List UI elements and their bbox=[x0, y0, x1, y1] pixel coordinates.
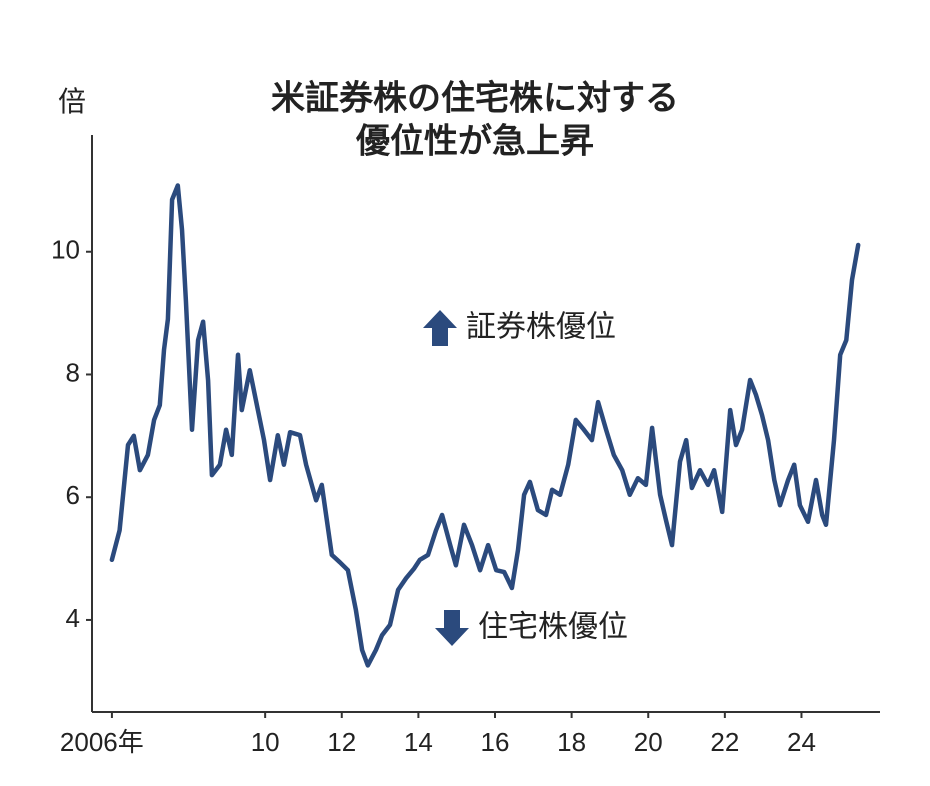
y-tick-label: 10 bbox=[51, 235, 80, 265]
annotation: 住宅株優位 bbox=[478, 610, 628, 645]
y-tick-label: 4 bbox=[66, 603, 80, 633]
x-tick-label: 12 bbox=[327, 727, 356, 757]
chart-title: 優位性が急上昇 bbox=[355, 122, 594, 162]
x-tick-label: 10 bbox=[251, 727, 280, 757]
chart-title: 米証券株の住宅株に対する bbox=[271, 79, 679, 119]
annotation: 証券株優位 bbox=[466, 310, 616, 345]
y-unit: 倍 bbox=[58, 85, 86, 118]
x-tick-label: 24 bbox=[787, 727, 816, 757]
x-tick-label: 18 bbox=[557, 727, 586, 757]
x-tick-label: 22 bbox=[710, 727, 739, 757]
x-tick-label: 20 bbox=[634, 727, 663, 757]
down-arrow bbox=[435, 610, 469, 646]
x-tick-label: 16 bbox=[481, 727, 510, 757]
data-line bbox=[109, 183, 861, 668]
x-tick-label: 2006年 bbox=[60, 727, 144, 757]
y-tick-label: 8 bbox=[66, 357, 80, 387]
y-tick-label: 6 bbox=[66, 480, 80, 510]
up-arrow bbox=[423, 310, 457, 346]
x-tick-label: 14 bbox=[404, 727, 433, 757]
